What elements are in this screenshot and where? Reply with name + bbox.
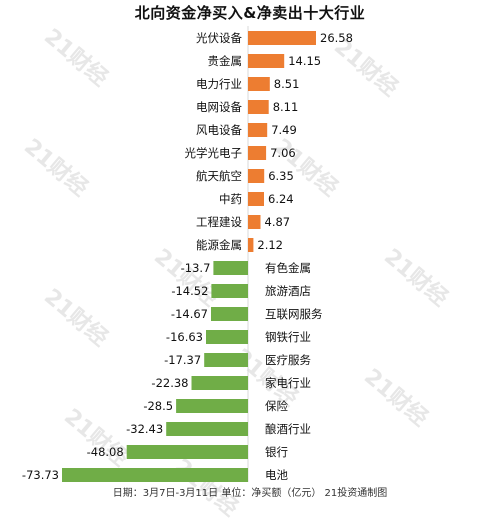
category-label: 光学光电子 xyxy=(185,146,243,160)
net-sell-bar xyxy=(62,468,248,482)
value-label: -73.73 xyxy=(22,468,59,482)
net-sell-bar xyxy=(213,261,248,275)
value-label: 14.15 xyxy=(288,54,321,68)
value-label: -48.08 xyxy=(87,445,124,459)
value-label: 8.51 xyxy=(274,77,300,91)
net-sell-bar xyxy=(176,399,248,413)
bar-chart: 光伏设备 26.58 贵金属 14.15 电力行业 8.51 电网设备 8.11 风电设备 7.4… xyxy=(22,26,353,482)
value-label: -14.67 xyxy=(171,307,208,321)
category-label: 钢铁行业 xyxy=(265,330,311,344)
value-label: 6.24 xyxy=(268,192,294,206)
net-buy-bar xyxy=(248,169,265,183)
net-buy-bar xyxy=(248,77,270,91)
bar-row: 工程建设 4.87 xyxy=(196,215,290,229)
bar-row: 钢铁行业 -16.63 xyxy=(166,330,311,344)
value-label: 2.12 xyxy=(257,238,283,252)
net-buy-bar xyxy=(248,215,261,229)
category-label: 光伏设备 xyxy=(196,31,242,45)
bar-row: 酿酒行业 -32.43 xyxy=(126,422,311,436)
value-label: -28.5 xyxy=(143,399,173,413)
net-sell-bar xyxy=(211,307,248,321)
net-sell-bar xyxy=(126,445,248,459)
value-label: -22.38 xyxy=(151,376,188,390)
category-label: 工程建设 xyxy=(196,215,242,229)
bar-row: 家电行业 -22.38 xyxy=(151,376,311,390)
category-label: 贵金属 xyxy=(208,54,243,68)
category-label: 医疗服务 xyxy=(265,353,311,367)
value-label: 26.58 xyxy=(320,31,353,45)
bar-row: 航天航空 6.35 xyxy=(196,169,294,183)
category-label: 能源金属 xyxy=(196,238,242,252)
net-sell-bar xyxy=(191,376,248,390)
bar-row: 互联网服务 -14.67 xyxy=(171,307,323,321)
value-label: 7.49 xyxy=(271,123,297,137)
category-label: 航天航空 xyxy=(196,169,242,183)
category-label: 风电设备 xyxy=(196,123,242,137)
net-sell-bar xyxy=(211,284,248,298)
category-label: 家电行业 xyxy=(265,376,311,390)
value-label: 8.11 xyxy=(273,100,299,114)
net-buy-bar xyxy=(248,192,264,206)
net-sell-bar xyxy=(204,353,248,367)
category-label: 银行 xyxy=(265,445,288,459)
value-label: -13.7 xyxy=(181,261,211,275)
value-label: 4.87 xyxy=(265,215,291,229)
bar-row: 旅游酒店 -14.52 xyxy=(171,284,311,298)
value-label: 7.06 xyxy=(270,146,296,160)
category-label: 中药 xyxy=(219,192,242,206)
net-sell-bar xyxy=(166,422,248,436)
net-buy-bar xyxy=(248,238,254,252)
bar-row: 能源金属 2.12 xyxy=(196,238,283,252)
value-label: -17.37 xyxy=(164,353,201,367)
value-label: -32.43 xyxy=(126,422,163,436)
category-label: 电网设备 xyxy=(196,100,242,114)
bar-row: 医疗服务 -17.37 xyxy=(164,353,311,367)
bar-row: 风电设备 7.49 xyxy=(196,123,297,137)
bar-row: 光学光电子 7.06 xyxy=(185,146,296,160)
chart-footer-note: 日期：3月7日-3月11日 单位：净买额（亿元） 21投资通制图 xyxy=(112,488,388,499)
chart-title: 北向资金净买入&净卖出十大行业 xyxy=(134,4,366,22)
net-buy-bar xyxy=(248,54,285,68)
category-label: 互联网服务 xyxy=(265,307,323,321)
value-label: -16.63 xyxy=(166,330,203,344)
bar-row: 有色金属 -13.7 xyxy=(181,261,311,275)
value-label: -14.52 xyxy=(171,284,208,298)
bar-row: 银行 -48.08 xyxy=(87,445,288,459)
category-label: 电池 xyxy=(265,468,288,482)
net-buy-bar xyxy=(248,100,269,114)
value-label: 6.35 xyxy=(268,169,294,183)
category-label: 保险 xyxy=(265,399,288,413)
bar-row: 电网设备 8.11 xyxy=(196,100,298,114)
bar-row: 光伏设备 26.58 xyxy=(196,31,353,45)
net-buy-bar xyxy=(248,123,268,137)
net-sell-bar xyxy=(206,330,248,344)
bar-row: 保险 -28.5 xyxy=(143,399,288,413)
category-label: 酿酒行业 xyxy=(265,422,311,436)
net-buy-bar xyxy=(248,146,267,160)
bar-row: 中药 6.24 xyxy=(219,192,294,206)
bar-row: 电力行业 8.51 xyxy=(196,77,299,91)
bar-row: 贵金属 14.15 xyxy=(208,54,321,68)
category-label: 电力行业 xyxy=(196,77,242,91)
category-label: 有色金属 xyxy=(265,261,311,275)
category-label: 旅游酒店 xyxy=(265,284,311,298)
bar-row: 电池 -73.73 xyxy=(22,468,288,482)
net-buy-bar xyxy=(248,31,316,45)
